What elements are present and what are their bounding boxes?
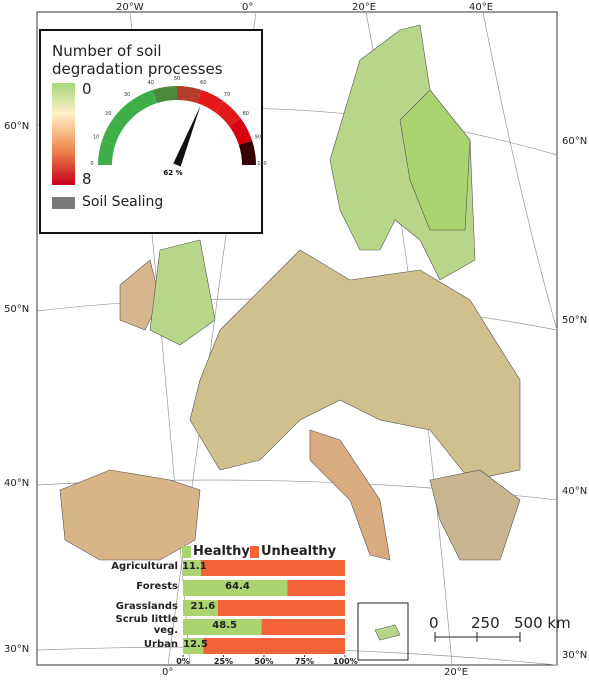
bar (183, 560, 201, 576)
lat-lon-label: 40°N (4, 478, 30, 489)
gauge-segment (152, 86, 178, 104)
gauge-segment (238, 140, 256, 166)
bar (183, 580, 288, 596)
gauge-value-label: 62 % (163, 169, 182, 177)
lat-lon-label: 20°W (116, 2, 144, 13)
lat-lon-label: 60°N (4, 121, 30, 132)
gauge-tick-label: 10 (93, 135, 99, 141)
lat-lon-label: 50°N (4, 304, 30, 315)
lat-lon-label: 40°E (469, 2, 494, 13)
gauge-tick-label: 70 (224, 92, 230, 98)
gauge-tick-label: 90 (255, 135, 261, 141)
land (59, 24, 521, 641)
bar (183, 619, 262, 635)
legend-title: degradation processes (52, 60, 223, 78)
lat-lon-label: 60°N (562, 136, 588, 147)
x-tick-label: 75% (294, 657, 315, 666)
bar (183, 638, 204, 654)
gauge-tick-label: 80 (243, 111, 249, 117)
legend-box (39, 29, 263, 234)
bar (217, 600, 345, 616)
gauge-segment (130, 89, 158, 113)
gauge-tick-label: 0 (90, 161, 93, 167)
legend-swatch (250, 546, 259, 558)
lat-lon-label: 50°N (562, 315, 588, 326)
legend-label: Healthy (193, 544, 250, 559)
x-tick-label: 25% (213, 657, 234, 666)
legend-scale-label: 8 (82, 170, 92, 188)
scalebar-label: 0 (429, 614, 439, 632)
legend-swatch (182, 546, 191, 558)
gauge-tick-label: 100 (257, 161, 267, 167)
category-label: Agricultural (111, 561, 178, 572)
gauge-segment (215, 101, 241, 127)
category-label: Grasslands (115, 601, 178, 612)
bar (200, 560, 345, 576)
bar-value-label: 48.5 (212, 620, 237, 631)
scalebar-label: 250 (471, 614, 500, 632)
bar (183, 600, 218, 616)
gauge-needle (173, 105, 201, 167)
gauge-segment (113, 101, 139, 127)
x-tick-label: 0% (176, 657, 190, 666)
gauge-tick-label: 20 (105, 111, 111, 117)
legend-sealing-label: Soil Sealing (82, 194, 164, 210)
gauge-tick-label: 60 (200, 80, 206, 86)
scalebar (434, 632, 521, 642)
gauge-segment (98, 140, 116, 166)
category-label: Scrub little veg. (115, 614, 178, 636)
gauge-segment (196, 89, 224, 113)
bar-value-label: 11.1 (181, 561, 207, 572)
sealing-swatch (52, 197, 75, 209)
color-ramp (52, 83, 75, 185)
scalebar-label: 500 km (514, 614, 571, 632)
legend-scale-label: 0 (82, 80, 92, 98)
lat-lon-label: 20°E (352, 2, 377, 13)
bar (287, 580, 345, 596)
gauge-tick-label: 30 (124, 92, 130, 98)
lat-lon-label: 30°N (562, 650, 588, 661)
lat-lon-label: 30°N (4, 644, 30, 655)
legend-label: Unhealthy (261, 544, 337, 559)
bar-value-label: 21.6 (190, 601, 216, 612)
gauge-tick-label: 40 (148, 80, 154, 86)
gauge-segment (101, 118, 125, 146)
category-label: Urban (143, 639, 178, 650)
x-tick-label: 50% (254, 657, 274, 666)
cyprus-inset (357, 602, 409, 661)
x-tick-label: 100% (333, 657, 358, 666)
gauge-segment (229, 118, 253, 146)
lat-lon-label: 0° (162, 667, 174, 678)
category-label: Forests (136, 581, 178, 592)
legend-title: Number of soil (52, 42, 162, 60)
gauge-tick-label: 50 (174, 76, 180, 82)
bar (261, 619, 345, 635)
lat-lon-label: 20°E (444, 667, 469, 678)
gauge-segment (176, 86, 202, 104)
bar-value-label: 64.4 (225, 581, 250, 592)
lat-lon-label: 40°N (562, 486, 588, 497)
bar-value-label: 12.5 (183, 639, 208, 650)
bar (203, 638, 345, 654)
lat-lon-label: 0° (242, 2, 254, 13)
